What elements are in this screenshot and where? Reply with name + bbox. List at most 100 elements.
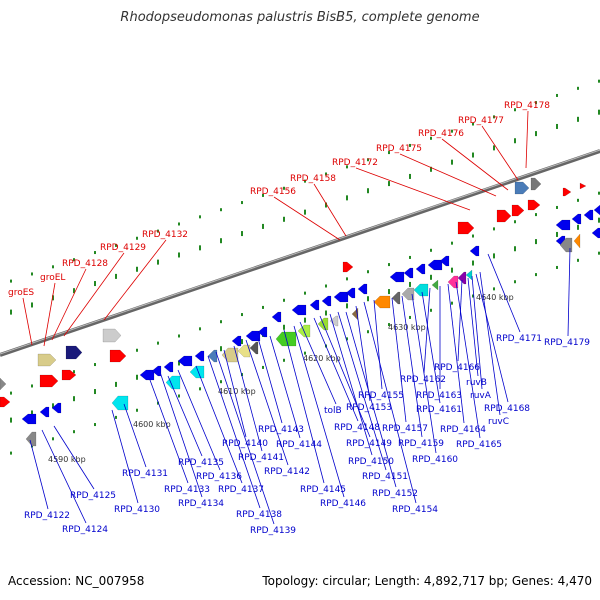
forward-gene	[39, 374, 59, 388]
reverse-gene-label[interactable]: RPD_4157	[382, 424, 428, 434]
forward-gene	[527, 199, 541, 211]
reverse-gene-label[interactable]: RPD_4131	[122, 469, 168, 479]
reverse-gene-label[interactable]: tolB	[324, 406, 342, 416]
reverse-gene-label[interactable]: RPD_4153	[346, 403, 392, 413]
forward-gene-label[interactable]: RPD_4177	[458, 116, 504, 126]
tick-mark	[178, 394, 180, 398]
reverse-gene-label[interactable]: RPD_4138	[236, 510, 282, 520]
tick-mark	[199, 387, 201, 391]
tick-mark	[241, 231, 243, 237]
forward-gene-label[interactable]: RPD_4175	[376, 144, 422, 154]
leader-line	[43, 282, 56, 347]
forward-gene-label[interactable]: groES	[8, 288, 34, 298]
tick-mark	[283, 324, 285, 330]
reverse-gene-label[interactable]: RPD_4135	[178, 458, 224, 468]
reverse-gene-label[interactable]: RPD_4142	[264, 467, 310, 477]
reverse-gene-label[interactable]: RPD_4141	[238, 453, 284, 463]
tick-mark	[178, 252, 180, 258]
reverse-gene-label[interactable]: RPD_4124	[62, 525, 108, 535]
ruler-label: 4640 kbp	[476, 293, 514, 302]
gene-labels[interactable]: groES groEL RPD_4128 RPD_4129 RPD_4132 RPD_41…	[8, 101, 590, 536]
reverse-gene-label[interactable]: RPD_4148	[334, 423, 380, 433]
leader-line	[447, 283, 465, 424]
reverse-gene-label[interactable]: RPD_4161	[416, 405, 462, 415]
page-title: Rhodopseudomonas palustris BisB5, comple…	[120, 10, 480, 25]
reverse-gene-label[interactable]: RPD_4144	[276, 440, 322, 450]
reverse-gene	[373, 295, 391, 309]
tick-mark	[136, 348, 138, 352]
reverse-gene-label[interactable]: RPD_4159	[398, 439, 444, 449]
reverse-gene-label[interactable]: RPD_4154	[392, 505, 438, 515]
tick-mark	[577, 198, 579, 202]
reverse-gene-label[interactable]: RPD_4171	[496, 334, 542, 344]
reverse-gene-label[interactable]: RPD_4140	[222, 439, 268, 449]
reverse-gene-label[interactable]: RPD_4179	[544, 338, 590, 348]
tick-mark	[388, 181, 390, 187]
reverse-gene-label[interactable]: RPD_4145	[300, 485, 346, 495]
tick-mark	[556, 93, 558, 97]
genome-summary: Topology: circular; Length: 4,892,717 bp…	[262, 574, 592, 588]
forward-gene-label[interactable]: RPD_4129	[100, 243, 146, 253]
tick-mark	[556, 123, 558, 129]
forward-gene-label[interactable]: RPD_4128	[62, 259, 108, 269]
reverse-gene	[291, 304, 307, 316]
reverse-gene-label[interactable]: RPD_4133	[164, 485, 210, 495]
reverse-gene-label[interactable]: RPD_4130	[114, 505, 160, 515]
forward-gene-label[interactable]: RPD_4176	[418, 129, 464, 139]
reverse-gene-label[interactable]: RPD_4162	[400, 375, 446, 385]
tick-mark	[451, 129, 453, 133]
reverse-gene-label[interactable]: RPD_4163	[416, 391, 462, 401]
tick-mark	[178, 222, 180, 226]
forward-gene-label[interactable]: RPD_4158	[290, 174, 336, 184]
forward-gene-label[interactable]: RPD_4156	[250, 187, 296, 197]
reverse-gene-label[interactable]: RPD_4168	[484, 404, 530, 414]
reverse-gene-label[interactable]: ruvB	[466, 378, 487, 388]
reverse-gene-label[interactable]: RPD_4122	[24, 511, 70, 521]
reverse-gene-label[interactable]: RPD_4137	[218, 485, 264, 495]
forward-gene-label[interactable]: RPD_4178	[504, 101, 550, 111]
reverse-gene-label[interactable]: ruvC	[488, 417, 509, 427]
tick-mark	[262, 223, 264, 229]
forward-gene	[514, 181, 530, 195]
reverse-gene-label[interactable]: RPD_4165	[456, 440, 502, 450]
reverse-gene-label[interactable]: RPD_4136	[196, 472, 242, 482]
reverse-gene-label[interactable]: RPD_4146	[320, 499, 366, 509]
tick-mark	[115, 381, 117, 387]
forward-gene-label[interactable]: RPD_4132	[142, 230, 188, 240]
leader-line	[159, 371, 203, 498]
reverse-gene	[413, 283, 429, 297]
tick-mark	[367, 296, 369, 302]
tick-mark	[493, 145, 495, 151]
forward-gene-label[interactable]: RPD_4172	[332, 158, 378, 168]
reverse-gene-label[interactable]: RPD_4139	[250, 526, 296, 536]
reverse-gene-label[interactable]: RPD_4149	[346, 439, 392, 449]
forward-gene-label[interactable]: groEL	[40, 273, 65, 283]
reverse-gene-label[interactable]: RPD_4151	[362, 472, 408, 482]
reverse-gene-label[interactable]: RPD_4134	[178, 499, 224, 509]
tick-mark	[94, 251, 96, 255]
tick-mark	[241, 339, 243, 345]
tick-mark	[325, 310, 327, 316]
tick-mark	[283, 216, 285, 222]
tick-mark	[388, 289, 390, 295]
reverse-gene-label[interactable]: RPD_4152	[372, 489, 418, 499]
tick-mark	[52, 403, 54, 409]
ruler-label: 4620 kbp	[303, 354, 341, 363]
tick-mark	[73, 396, 75, 402]
tick-mark	[367, 188, 369, 194]
reverse-gene-label[interactable]: RPD_4166	[434, 363, 480, 373]
reverse-gene-label[interactable]: ruvA	[470, 391, 492, 401]
tick-mark	[472, 234, 474, 238]
reverse-gene-label[interactable]: RPD_4143	[258, 425, 304, 435]
reverse-gene-label[interactable]: RPD_4155	[358, 391, 404, 401]
reverse-gene-label[interactable]: RPD_4164	[440, 425, 486, 435]
backbone-line	[0, 149, 600, 357]
tick-mark	[577, 224, 579, 230]
reverse-gene-label[interactable]: RPD_4150	[348, 457, 394, 467]
reverse-gene-label[interactable]: RPD_4125	[70, 491, 116, 501]
tick-mark	[409, 315, 411, 319]
tick-mark	[367, 330, 369, 334]
reverse-gene-label[interactable]: RPD_4160	[412, 455, 458, 465]
forward-gene	[102, 328, 122, 343]
